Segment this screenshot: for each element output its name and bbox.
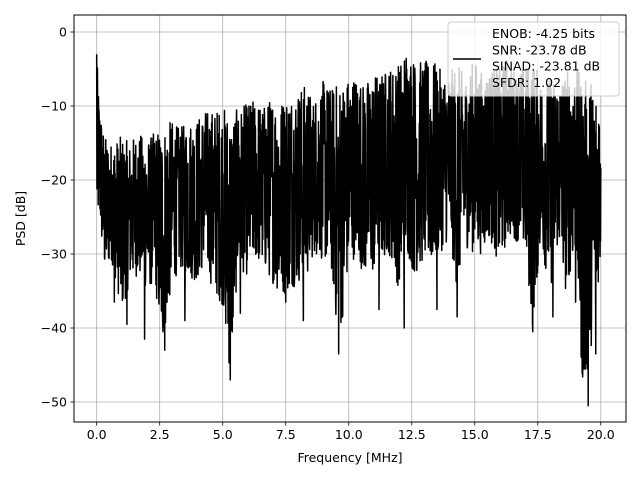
y-tick-label: −30 <box>41 247 67 262</box>
psd-line-series <box>95 54 602 407</box>
x-tick-label: 2.5 <box>150 427 170 442</box>
legend-sfdr: SFDR: 1.02 <box>492 75 561 90</box>
x-tick-label: 15.0 <box>461 427 489 442</box>
psd-line <box>95 54 602 407</box>
y-axis-label: PSD [dB] <box>13 191 28 246</box>
y-tick-label: −20 <box>41 173 67 188</box>
x-tick-label: 12.5 <box>398 427 426 442</box>
x-tick-label: 10.0 <box>335 427 363 442</box>
y-tick-label: −10 <box>41 99 67 114</box>
legend-sinad: SINAD: -23.81 dB <box>492 59 600 74</box>
y-tick-label: 0 <box>59 25 67 40</box>
y-tick-label: −40 <box>41 321 67 336</box>
y-tick-label: −50 <box>41 395 67 410</box>
x-tick-label: 0.0 <box>87 427 107 442</box>
x-tick-label: 7.5 <box>276 427 296 442</box>
x-axis-label: Frequency [MHz] <box>297 450 402 465</box>
legend-enob: ENOB: -4.25 bits <box>492 26 595 41</box>
x-tick-label: 17.5 <box>524 427 552 442</box>
axis-ticks: 0.0 2.5 5.0 7.5 10.0 12.5 15.0 17.5 20.0 0 −10 −20 −… <box>41 25 615 442</box>
x-tick-label: 20.0 <box>587 427 615 442</box>
legend-box <box>447 21 620 97</box>
x-tick-label: 5.0 <box>213 427 233 442</box>
legend: ENOB: -4.25 bits SNR: -23.78 dB SINAD: -… <box>447 21 620 97</box>
legend-snr: SNR: -23.78 dB <box>492 42 587 57</box>
plot-frame <box>73 14 627 423</box>
